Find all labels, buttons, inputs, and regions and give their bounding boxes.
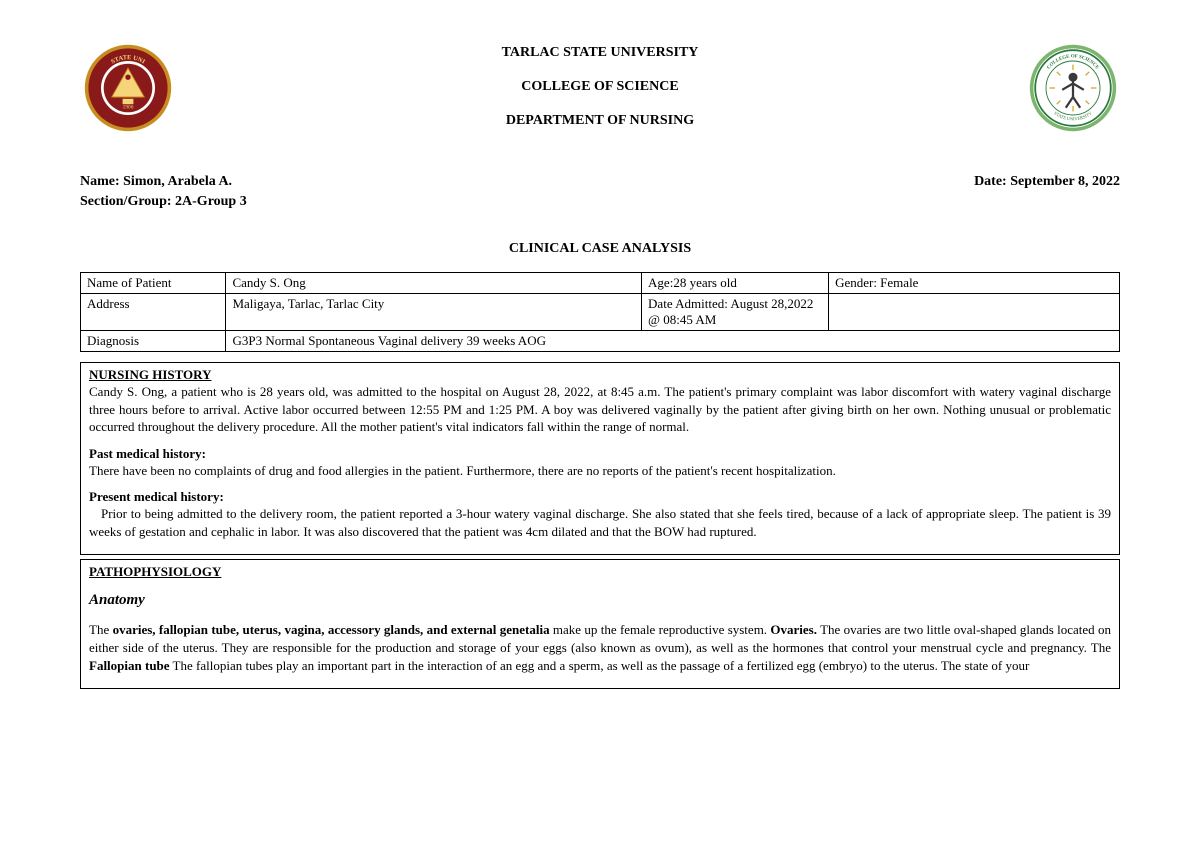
cell-gender: Gender: Female [829, 273, 1120, 294]
text-bold-segment: Fallopian tube [89, 658, 170, 673]
document-header: 1906 STATE UNI TARLAC STATE UNIVERSITY C… [80, 40, 1120, 147]
past-history-text: There have been no complaints of drug an… [89, 462, 1111, 480]
cell-age: Age:28 years old [642, 273, 829, 294]
text-segment: The fallopian tubes play an important pa… [170, 658, 1030, 673]
cell-name-value: Candy S. Ong [226, 273, 642, 294]
cell-diagnosis-value: G3P3 Normal Spontaneous Vaginal delivery… [226, 331, 1120, 352]
table-row: Diagnosis G3P3 Normal Spontaneous Vagina… [81, 331, 1120, 352]
pathophysiology-box: PATHOPHYSIOLOGY Anatomy The ovaries, fal… [80, 559, 1120, 689]
student-info-row: Name: Simon, Arabela A. Section/Group: 2… [80, 172, 1120, 211]
cell-diagnosis-label: Diagnosis [81, 331, 226, 352]
svg-text:1906: 1906 [122, 104, 133, 110]
nursing-history-box: NURSING HISTORY Candy S. Ong, a patient … [80, 362, 1120, 555]
student-section: Section/Group: 2A-Group 3 [80, 192, 247, 212]
cell-empty [829, 294, 1120, 331]
document-date: Date: September 8, 2022 [974, 172, 1120, 192]
cell-date-admitted: Date Admitted: August 28,2022 @ 08:45 AM [642, 294, 829, 331]
cell-address-label: Address [81, 294, 226, 331]
header-text-block: TARLAC STATE UNIVERSITY COLLEGE OF SCIEN… [175, 40, 1025, 147]
text-segment: make up the female reproductive system. [550, 622, 771, 637]
anatomy-body-text: The ovaries, fallopian tube, uterus, vag… [89, 621, 1111, 674]
department-name: DEPARTMENT OF NURSING [175, 113, 1025, 129]
nursing-history-title: NURSING HISTORY [89, 367, 1111, 383]
document-title: CLINICAL CASE ANALYSIS [80, 241, 1120, 257]
cell-name-label: Name of Patient [81, 273, 226, 294]
college-logo-right: COLLEGE OF SCIENCE STATE UNIVERSITY [1025, 40, 1120, 135]
student-right-block: Date: September 8, 2022 [974, 172, 1120, 211]
present-history-text: Prior to being admitted to the delivery … [89, 505, 1111, 540]
text-segment: The [89, 622, 113, 637]
patient-info-table: Name of Patient Candy S. Ong Age:28 year… [80, 272, 1120, 352]
past-history-label: Past medical history: [89, 446, 1111, 462]
nursing-history-intro: Candy S. Ong, a patient who is 28 years … [89, 383, 1111, 436]
present-history-label: Present medical history: [89, 489, 1111, 505]
table-row: Name of Patient Candy S. Ong Age:28 year… [81, 273, 1120, 294]
pathophysiology-title: PATHOPHYSIOLOGY [89, 564, 1111, 580]
student-name: Name: Simon, Arabela A. [80, 172, 247, 192]
college-name: COLLEGE OF SCIENCE [175, 79, 1025, 95]
university-name: TARLAC STATE UNIVERSITY [175, 45, 1025, 61]
text-bold-segment: Ovaries. [770, 622, 817, 637]
cell-address-value: Maligaya, Tarlac, Tarlac City [226, 294, 642, 331]
table-row: Address Maligaya, Tarlac, Tarlac City Da… [81, 294, 1120, 331]
university-logo-left: 1906 STATE UNI [80, 40, 175, 135]
student-left-block: Name: Simon, Arabela A. Section/Group: 2… [80, 172, 247, 211]
text-bold-segment: ovaries, fallopian tube, uterus, vagina,… [113, 622, 550, 637]
anatomy-heading: Anatomy [89, 592, 1111, 609]
